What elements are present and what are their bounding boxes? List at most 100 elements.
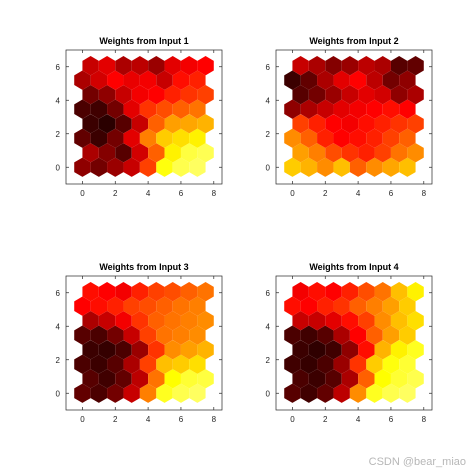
chart-title: Weights from Input 4 [309, 262, 398, 272]
hex-cell [399, 354, 416, 374]
hex-cell [349, 325, 367, 345]
hex-cell [300, 325, 318, 345]
hex-cell [284, 325, 301, 345]
hex-cell [308, 369, 326, 389]
hex-cell [180, 340, 198, 360]
y-tick-label: 2 [266, 130, 271, 139]
hex-cell [123, 128, 140, 148]
hex-cell [284, 157, 301, 177]
axes-frame [275, 49, 433, 185]
hex-cell [292, 114, 309, 134]
hex-cell [74, 296, 91, 316]
hex-cell [90, 99, 108, 119]
hex-cell [358, 85, 375, 105]
hex-cell [325, 311, 342, 331]
hex-cell [90, 128, 108, 148]
hex-cell [349, 70, 367, 90]
hex-cell [300, 128, 318, 148]
hex-cell [399, 296, 416, 316]
y-tick-label: 4 [56, 322, 61, 331]
hex-cell [374, 311, 391, 331]
hex-cell [180, 369, 198, 389]
x-tick-label: 6 [389, 415, 394, 424]
hex-cell [180, 282, 198, 302]
hex-cell [139, 296, 157, 316]
hex-cell [399, 99, 416, 119]
hex-cell [366, 70, 383, 90]
hex-cell [131, 369, 149, 389]
hex-cell [317, 383, 334, 403]
hex-cell [197, 340, 214, 360]
hex-cell [156, 157, 173, 177]
hex-cell [358, 282, 375, 302]
hex-cell [98, 282, 116, 302]
x-tick-label: 6 [179, 189, 184, 198]
hex-cell [98, 311, 116, 331]
hex-cell [317, 296, 334, 316]
hex-cell [123, 99, 140, 119]
hex-cell [333, 70, 350, 90]
hex-cell [325, 282, 342, 302]
x-tick-label: 2 [323, 189, 328, 198]
hex-cell [382, 325, 400, 345]
hex-cell [180, 85, 198, 105]
x-tick-label: 2 [323, 415, 328, 424]
x-tick-label: 6 [389, 189, 394, 198]
hex-cell [333, 354, 350, 374]
hex-cell [349, 157, 367, 177]
hex-cell [358, 143, 375, 163]
hex-cell [390, 369, 408, 389]
x-tick-label: 0 [290, 189, 295, 198]
y-tick-label: 4 [266, 96, 271, 105]
hex-cell [139, 383, 157, 403]
chart-title: Weights from Input 1 [99, 36, 188, 46]
hex-cell [349, 383, 367, 403]
hex-cell [407, 56, 424, 76]
y-tick-label: 0 [56, 389, 61, 398]
x-tick-label: 2 [113, 189, 118, 198]
hex-cell [341, 311, 359, 331]
hex-cell [358, 56, 375, 76]
axes-frame [65, 275, 223, 411]
hex-cell [107, 296, 124, 316]
hex-cell [300, 296, 318, 316]
hex-cell [197, 282, 214, 302]
hex-cell [284, 383, 301, 403]
hex-cell [300, 157, 318, 177]
hex-cell [333, 325, 350, 345]
hex-cell [197, 143, 214, 163]
x-tick-label: 4 [146, 415, 151, 424]
hex-cell [148, 85, 165, 105]
hex-cell [308, 114, 326, 134]
hex-cell [90, 70, 108, 90]
y-tick-label: 4 [56, 96, 61, 105]
hex-cell [308, 282, 326, 302]
hex-cell [156, 325, 173, 345]
hex-cell [333, 296, 350, 316]
hex-cell [407, 85, 424, 105]
hex-cell [156, 383, 173, 403]
hex-cell [341, 114, 359, 134]
hex-cell [407, 340, 424, 360]
hex-cell [382, 383, 400, 403]
axes-frame [275, 275, 433, 411]
chart-title: Weights from Input 3 [99, 262, 188, 272]
hex-cell [349, 128, 367, 148]
hex-cell [107, 128, 124, 148]
hex-cell [399, 383, 416, 403]
x-tick-label: 6 [179, 415, 184, 424]
hex-cell [399, 70, 416, 90]
hex-cell [325, 369, 342, 389]
hex-cell [148, 143, 165, 163]
hex-cell [292, 56, 309, 76]
hex-cell [131, 114, 149, 134]
hex-cell [325, 56, 342, 76]
hex-cell [407, 143, 424, 163]
hex-cell [189, 99, 206, 119]
hex-cell [317, 128, 334, 148]
x-tick-label: 0 [80, 189, 85, 198]
hex-cell [300, 99, 318, 119]
subplot-input-4: Weights from Input 4 0 2 4 6 8 0 2 4 6 [266, 262, 433, 424]
hex-cell [399, 325, 416, 345]
hex-cell [341, 56, 359, 76]
